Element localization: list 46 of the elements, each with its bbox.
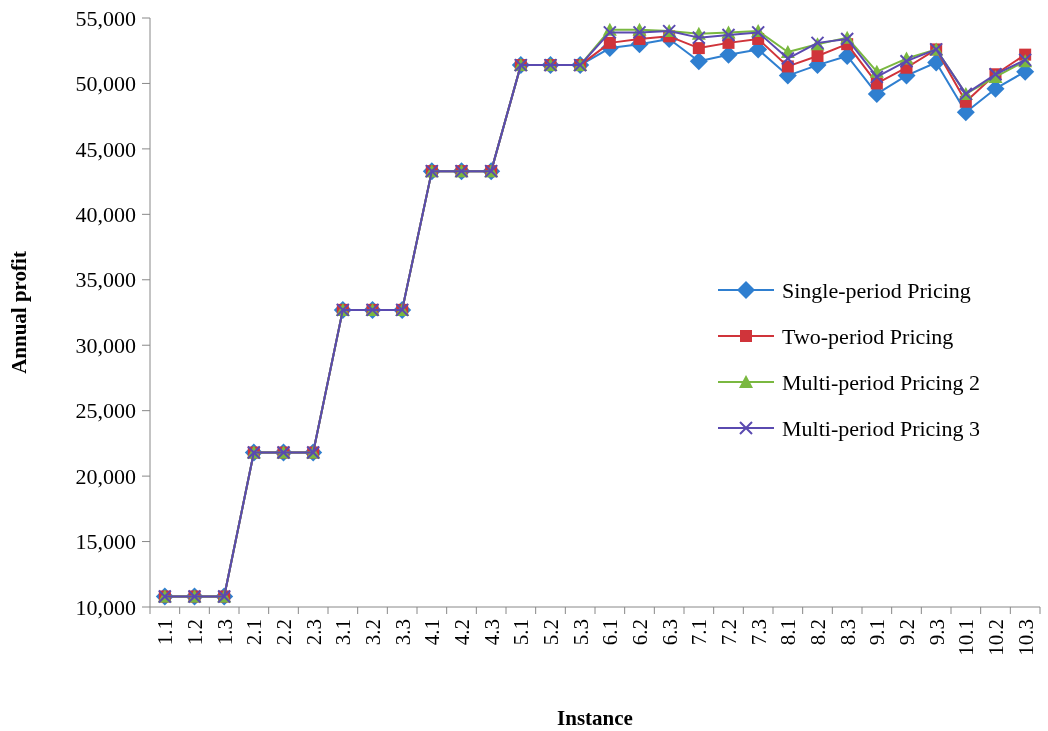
x-tick-label: 4.1 bbox=[420, 619, 445, 646]
y-tick-label: 30,000 bbox=[75, 332, 136, 358]
x-tick-label: 6.2 bbox=[627, 619, 652, 646]
x-tick-label: 3.3 bbox=[390, 619, 415, 646]
x-tick-label: 5.3 bbox=[568, 619, 593, 646]
x-tick-label: 10.1 bbox=[954, 619, 979, 656]
x-tick-label: 4.3 bbox=[479, 619, 504, 646]
x-tick-label: 10.2 bbox=[983, 619, 1008, 656]
x-tick-label: 7.1 bbox=[687, 619, 712, 646]
x-axis-title: Instance bbox=[557, 706, 633, 730]
x-tick-label: 8.1 bbox=[776, 619, 801, 646]
y-axis-title: Annual profit bbox=[7, 251, 31, 374]
x-tick-label: 5.1 bbox=[509, 619, 534, 646]
x-tick-label: 5.2 bbox=[538, 619, 563, 646]
y-tick-label: 40,000 bbox=[75, 202, 136, 228]
x-tick-label: 2.1 bbox=[242, 619, 267, 646]
x-tick-label: 9.3 bbox=[924, 619, 949, 646]
x-tick-label: 8.2 bbox=[805, 619, 830, 646]
x-tick-label: 8.3 bbox=[835, 619, 860, 646]
x-tick-label: 1.3 bbox=[212, 619, 237, 646]
x-tick-label: 4.2 bbox=[449, 619, 474, 646]
x-tick-label: 1.1 bbox=[153, 619, 178, 646]
y-tick-label: 50,000 bbox=[75, 71, 136, 97]
legend-label: Two-period Pricing bbox=[782, 323, 954, 349]
x-tick-label: 10.3 bbox=[1013, 619, 1038, 656]
x-tick-label: 9.1 bbox=[865, 619, 890, 646]
x-tick-label: 1.2 bbox=[182, 619, 207, 646]
x-tick-label: 2.3 bbox=[301, 619, 326, 646]
y-tick-label: 35,000 bbox=[75, 267, 136, 293]
legend-label: Multi-period Pricing 2 bbox=[782, 369, 980, 395]
x-tick-label: 7.2 bbox=[716, 619, 741, 646]
x-tick-label: 2.2 bbox=[271, 619, 296, 646]
y-tick-label: 45,000 bbox=[75, 136, 136, 162]
x-tick-label: 6.1 bbox=[598, 619, 623, 646]
y-tick-label: 25,000 bbox=[75, 398, 136, 424]
x-tick-label: 9.2 bbox=[894, 619, 919, 646]
legend-label: Single-period Pricing bbox=[782, 277, 971, 303]
y-tick-label: 55,000 bbox=[75, 5, 136, 31]
y-tick-label: 20,000 bbox=[75, 463, 136, 489]
legend-label: Multi-period Pricing 3 bbox=[782, 415, 980, 441]
x-tick-label: 6.3 bbox=[657, 619, 682, 646]
x-tick-label: 3.2 bbox=[360, 619, 385, 646]
x-tick-label: 7.3 bbox=[746, 619, 771, 646]
y-tick-label: 10,000 bbox=[75, 594, 136, 620]
y-tick-label: 15,000 bbox=[75, 529, 136, 555]
x-tick-label: 3.1 bbox=[331, 619, 356, 646]
